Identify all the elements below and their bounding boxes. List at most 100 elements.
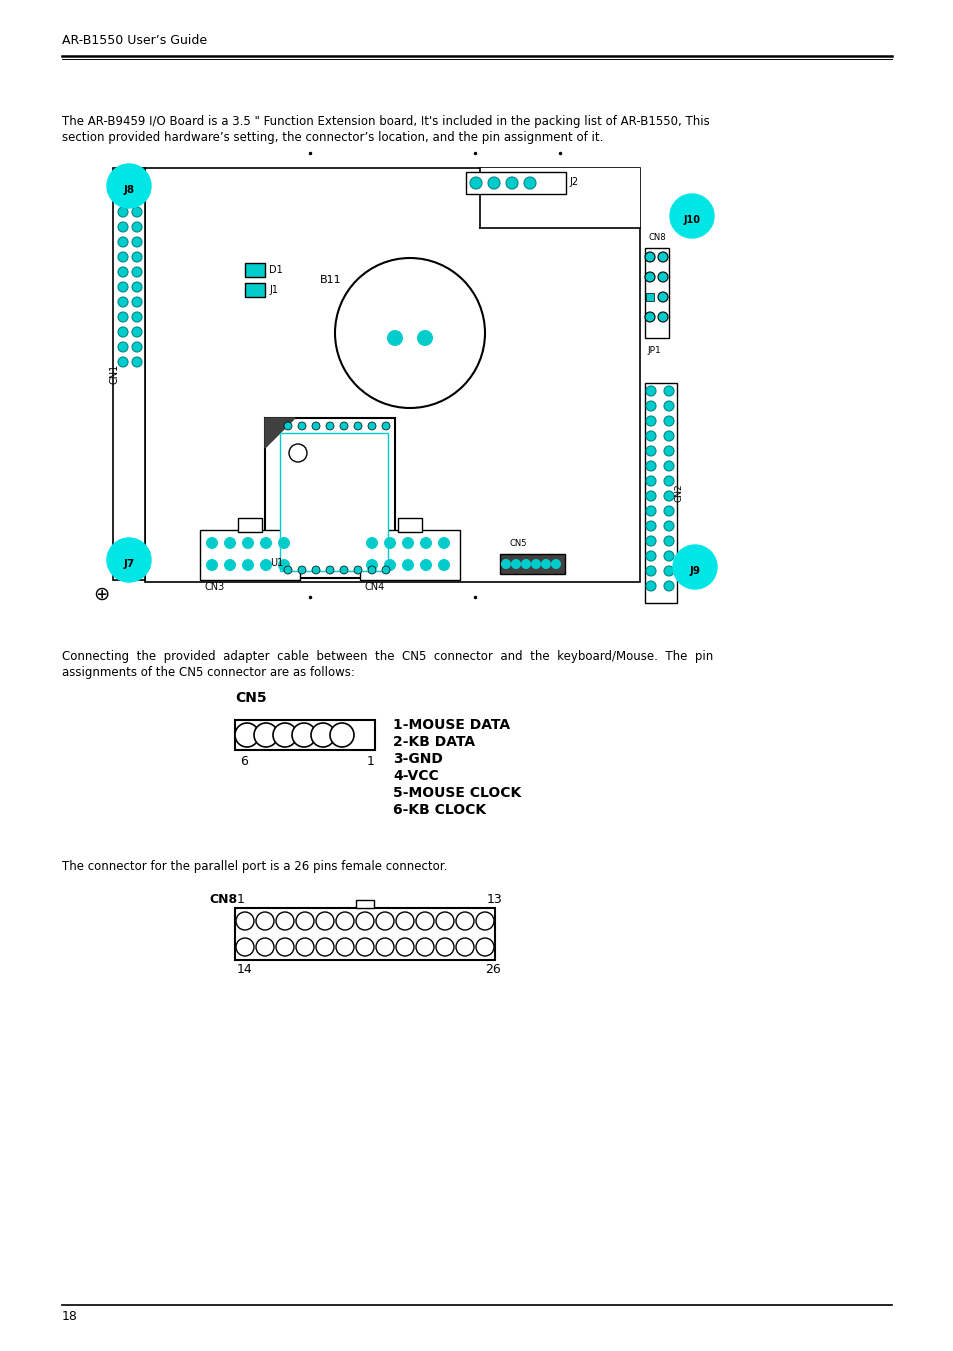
Circle shape — [242, 559, 253, 571]
Circle shape — [663, 416, 673, 426]
Text: 1: 1 — [367, 755, 375, 767]
Text: assignments of the CN5 connector are as follows:: assignments of the CN5 connector are as … — [62, 666, 355, 680]
Circle shape — [663, 490, 673, 501]
Circle shape — [645, 551, 656, 561]
Circle shape — [470, 177, 481, 189]
Circle shape — [663, 581, 673, 590]
Circle shape — [132, 236, 142, 247]
Circle shape — [401, 536, 414, 549]
Bar — [145, 168, 639, 582]
Text: J9: J9 — [689, 566, 700, 576]
Circle shape — [645, 521, 656, 531]
Bar — [465, 172, 565, 195]
Circle shape — [260, 536, 272, 549]
Circle shape — [645, 431, 656, 440]
Circle shape — [381, 422, 390, 430]
Circle shape — [645, 446, 656, 457]
Circle shape — [132, 267, 142, 277]
Circle shape — [335, 912, 354, 929]
Circle shape — [645, 490, 656, 501]
Circle shape — [658, 292, 667, 303]
Circle shape — [375, 912, 394, 929]
Circle shape — [384, 536, 395, 549]
Circle shape — [107, 163, 151, 208]
Circle shape — [645, 507, 656, 516]
Circle shape — [289, 444, 307, 462]
Bar — [234, 908, 495, 961]
Circle shape — [669, 195, 713, 238]
Circle shape — [326, 422, 334, 430]
Text: 14: 14 — [236, 963, 253, 975]
Circle shape — [312, 566, 319, 574]
Text: ⊕: ⊕ — [92, 585, 110, 604]
Circle shape — [118, 253, 128, 262]
Circle shape — [339, 422, 348, 430]
Circle shape — [118, 327, 128, 336]
Circle shape — [366, 559, 377, 571]
Text: AR-B1550 User’s Guide: AR-B1550 User’s Guide — [62, 34, 207, 47]
Text: 26: 26 — [484, 963, 500, 975]
Circle shape — [339, 566, 348, 574]
Text: 6: 6 — [240, 755, 248, 767]
Text: J7: J7 — [123, 559, 134, 569]
Circle shape — [658, 312, 667, 322]
Text: CN5: CN5 — [510, 539, 527, 549]
Circle shape — [645, 416, 656, 426]
Text: CN1: CN1 — [110, 363, 120, 384]
Circle shape — [395, 912, 414, 929]
Text: CN2: CN2 — [674, 484, 682, 503]
Bar — [200, 530, 299, 580]
Circle shape — [277, 536, 290, 549]
Circle shape — [384, 559, 395, 571]
Bar — [359, 530, 459, 580]
Text: D1: D1 — [269, 265, 282, 276]
Text: 4-VCC: 4-VCC — [393, 769, 438, 784]
Circle shape — [520, 559, 531, 569]
Circle shape — [645, 401, 656, 411]
Text: The AR-B9459 I/O Board is a 3.5 " Function Extension board, It's included in the: The AR-B9459 I/O Board is a 3.5 " Functi… — [62, 115, 709, 128]
Circle shape — [663, 536, 673, 546]
Text: JP1: JP1 — [646, 346, 660, 355]
Circle shape — [511, 559, 520, 569]
Circle shape — [540, 559, 551, 569]
Text: CN3: CN3 — [205, 582, 225, 592]
Text: 18: 18 — [62, 1310, 78, 1323]
Circle shape — [255, 912, 274, 929]
Circle shape — [118, 297, 128, 307]
Circle shape — [644, 253, 655, 262]
Circle shape — [368, 422, 375, 430]
Text: 1: 1 — [236, 893, 245, 907]
Text: CN8: CN8 — [647, 232, 665, 242]
Text: CN4: CN4 — [365, 582, 385, 592]
Text: J8: J8 — [123, 185, 134, 195]
Circle shape — [645, 476, 656, 486]
Bar — [237, 517, 262, 532]
Circle shape — [132, 192, 142, 203]
Circle shape — [206, 536, 218, 549]
Circle shape — [118, 357, 128, 367]
Text: The connector for the parallel port is a 26 pins female connector.: The connector for the parallel port is a… — [62, 861, 447, 873]
Circle shape — [224, 536, 235, 549]
Circle shape — [295, 912, 314, 929]
Circle shape — [275, 912, 294, 929]
Circle shape — [224, 559, 235, 571]
Bar — [355, 900, 374, 908]
Circle shape — [401, 559, 414, 571]
Circle shape — [255, 938, 274, 957]
Bar — [644, 382, 677, 603]
Bar — [499, 554, 564, 574]
Circle shape — [658, 272, 667, 282]
Circle shape — [295, 938, 314, 957]
Circle shape — [476, 912, 494, 929]
Circle shape — [118, 222, 128, 232]
Text: 2-KB DATA: 2-KB DATA — [393, 735, 475, 748]
Circle shape — [663, 401, 673, 411]
Text: J1: J1 — [269, 285, 277, 295]
Circle shape — [500, 559, 511, 569]
Circle shape — [419, 559, 432, 571]
Text: 13: 13 — [486, 893, 502, 907]
Circle shape — [118, 192, 128, 203]
Circle shape — [330, 723, 354, 747]
Circle shape — [366, 536, 377, 549]
Text: B11: B11 — [319, 276, 341, 285]
